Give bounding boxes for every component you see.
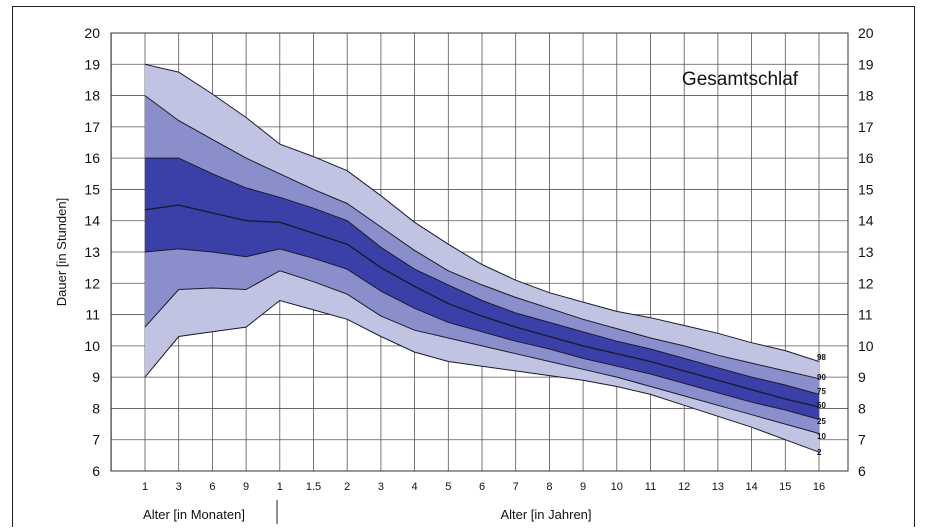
series-line-10: [144, 270, 820, 434]
x-axis-label-months: Alter [in Monaten]: [143, 507, 245, 522]
series-line-50: [144, 204, 820, 408]
y-tick-label: 18: [84, 88, 100, 104]
y-tick-label: 19: [858, 56, 874, 72]
x-tick-label: 16: [813, 481, 825, 493]
y-tick-label: 10: [858, 338, 874, 354]
y-tick-label: 17: [84, 119, 100, 135]
y-tick-label: 6: [92, 463, 100, 479]
y-axis-label: Dauer [in Stunden]: [54, 198, 69, 306]
y-tick-label: 16: [858, 150, 874, 166]
x-tick-label: 2: [344, 481, 350, 493]
x-tick-label: 14: [745, 481, 757, 493]
plot-area-border: [110, 32, 849, 472]
series-line-98: [144, 63, 820, 362]
y-tick-label: 7: [92, 432, 100, 448]
y-tick-label: 15: [858, 181, 874, 197]
y-tick-label: 19: [84, 56, 100, 72]
percentile-label-50: 50: [817, 401, 826, 410]
band-75-25: [145, 158, 819, 420]
percentile-label-90: 90: [817, 373, 826, 382]
y-tick-label: 14: [84, 213, 100, 229]
percentile-lines: [144, 63, 820, 453]
y-tick-label: 11: [858, 307, 873, 323]
x-tick-label: 7: [513, 481, 519, 493]
series-line-75: [145, 157, 820, 395]
x-tick-label: 1: [277, 481, 283, 493]
x-tick-label: 11: [645, 481, 656, 493]
y-tick-label: 13: [858, 244, 874, 260]
y-tick-label: 20: [84, 25, 100, 41]
x-axis-label-years: Alter [in Jahren]: [500, 507, 591, 522]
y-tick-label: 13: [84, 244, 100, 260]
y-tick-label: 14: [858, 213, 874, 229]
x-tick-label: 10: [611, 481, 623, 493]
y-tick-label: 20: [858, 25, 874, 41]
x-tick-label: 15: [779, 481, 791, 493]
percentile-labels: 98 90 75 50 25 10 2: [817, 353, 826, 457]
y-tick-label: 12: [84, 275, 100, 291]
x-tick-label: 9: [580, 481, 586, 493]
x-tick-label: 8: [546, 481, 552, 493]
y-tick-label: 8: [92, 400, 100, 416]
x-tick-label: 1: [142, 481, 148, 493]
chart-frame: [12, 6, 915, 527]
x-tick-label: 3: [176, 481, 182, 493]
series-line-25: [144, 248, 820, 420]
x-tick-label: 1.5: [306, 481, 321, 493]
y-tick-label: 12: [858, 275, 874, 291]
y-tick-label: 8: [858, 400, 866, 416]
chart-title: Gesamtschlaf: [682, 69, 799, 90]
x-tick-label: 4: [412, 481, 418, 493]
y-tick-label: 18: [858, 88, 874, 104]
y-tick-label: 9: [92, 369, 100, 385]
y-tick-label: 10: [84, 338, 100, 354]
y-tick-label: 16: [84, 150, 100, 166]
y-tick-label: 17: [858, 119, 874, 135]
x-tick-label: 9: [243, 481, 249, 493]
series-line-90: [144, 95, 820, 380]
percentile-label-10: 10: [817, 432, 826, 441]
y-tick-label: 11: [85, 307, 100, 323]
y-tick-label: 9: [858, 369, 866, 385]
percentile-label-75: 75: [817, 387, 826, 396]
y-tick-label: 6: [858, 463, 866, 479]
x-tick-label: 3: [378, 481, 384, 493]
x-tick-label: 5: [445, 481, 451, 493]
x-tick-labels: 1 3 6 9 1 1.5 2 3 4 5 6 7 8 9 10 11 12 13 14 15 16: [142, 481, 825, 493]
percentile-label-25: 25: [817, 417, 826, 426]
x-tick-label: 6: [479, 481, 485, 493]
y-tick-labels-right: 6 7 8 9 10 11 12 13 14 15 16 17 18 19 20: [858, 25, 874, 479]
x-tick-label: 12: [678, 481, 690, 493]
percentile-label-98: 98: [817, 353, 826, 362]
series-line-2: [144, 299, 820, 453]
x-tick-label: 13: [712, 481, 724, 493]
y-tick-label: 15: [84, 181, 100, 197]
y-tick-labels-left: 6 7 8 9 10 11 12 13 14 15 16 17 18 19 20: [84, 25, 100, 479]
x-tick-label: 6: [209, 481, 215, 493]
percentile-label-2: 2: [817, 448, 822, 457]
y-tick-label: 7: [858, 432, 866, 448]
